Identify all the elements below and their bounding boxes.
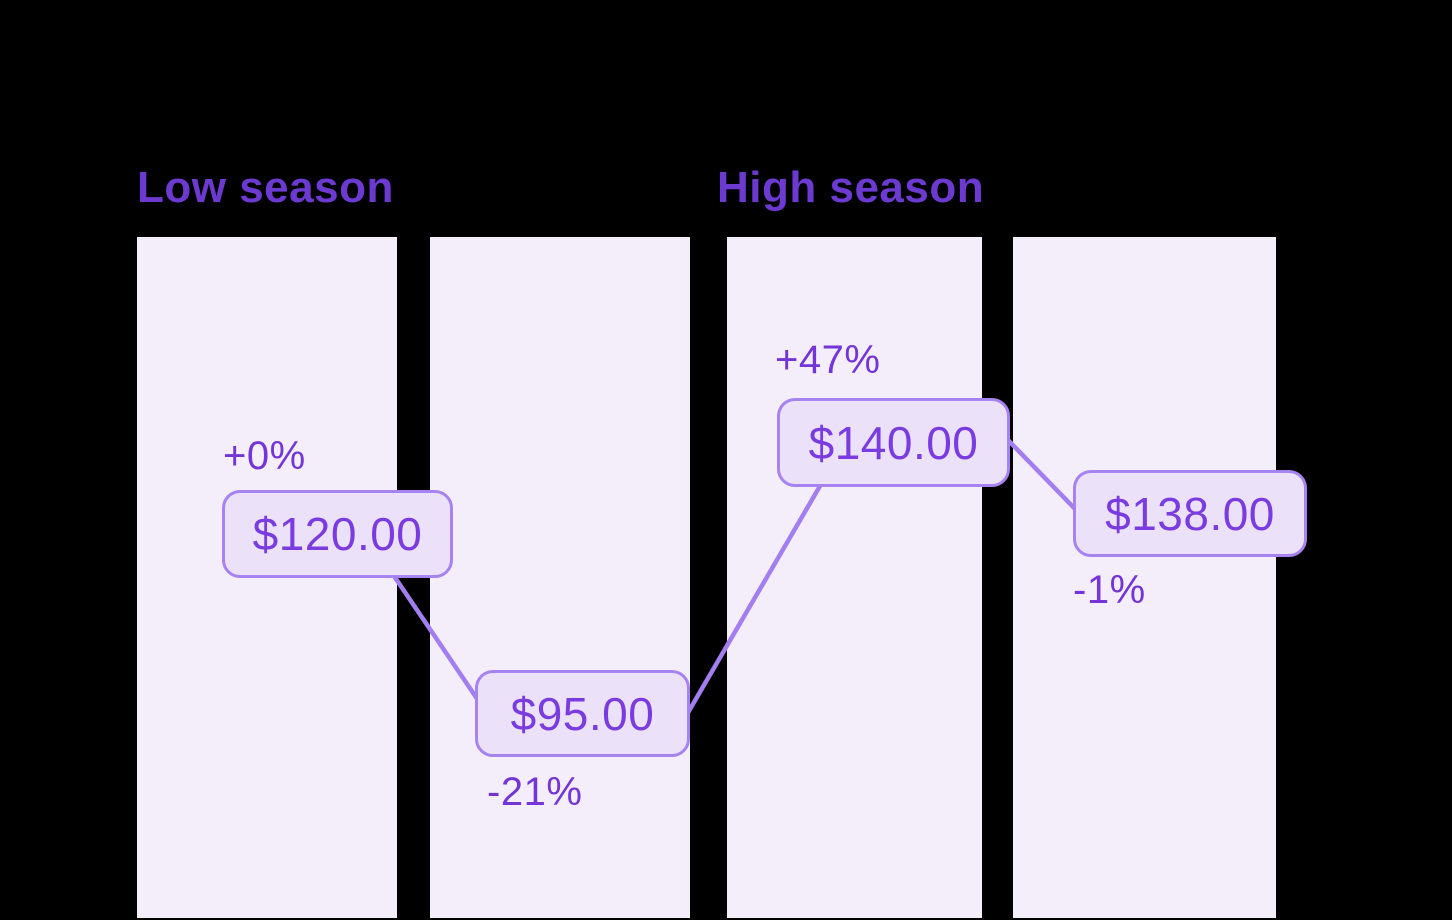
- season-band: [1013, 237, 1276, 918]
- change-label: -21%: [487, 770, 583, 814]
- price-label: $120.00: [252, 508, 423, 560]
- price-label: $140.00: [808, 416, 979, 469]
- price-pill[interactable]: $120.00: [222, 490, 453, 578]
- season-band: [430, 237, 690, 918]
- season-label-low: Low season: [137, 163, 394, 212]
- change-label: +0%: [223, 434, 306, 478]
- change-label: +47%: [775, 338, 881, 382]
- change-label: -1%: [1073, 568, 1146, 612]
- price-label: $95.00: [510, 687, 655, 740]
- price-pill[interactable]: $95.00: [475, 670, 690, 757]
- price-label: $138.00: [1105, 487, 1275, 540]
- price-pill[interactable]: $140.00: [777, 398, 1010, 487]
- season-label-high: High season: [717, 163, 985, 212]
- price-pill[interactable]: $138.00: [1073, 470, 1307, 557]
